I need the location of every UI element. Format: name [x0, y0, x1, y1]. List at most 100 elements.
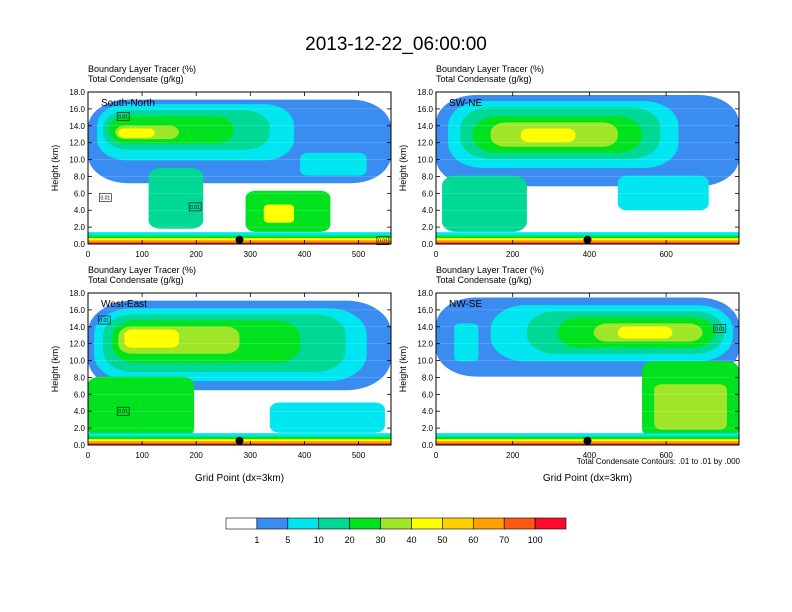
- contour-label-box: [116, 112, 130, 121]
- contour-label-box: [97, 315, 111, 325]
- field-band: [124, 329, 179, 348]
- y-tick-label: 18.0: [417, 289, 433, 298]
- field-band: [148, 168, 204, 229]
- y-tick-label: 4.0: [422, 206, 434, 215]
- y-tick-label: 2.0: [74, 223, 86, 232]
- colorbar-label: 1: [254, 535, 259, 545]
- y-tick-label: 10.0: [417, 156, 433, 165]
- field-band: [263, 204, 295, 223]
- panels: 0.0 2.0 4.0 6.0 8.0 10.0 12.0 14.0 16.0 18.0 0 100 2…: [50, 64, 740, 484]
- contour-label-box: [116, 406, 130, 416]
- contour-label-box: [713, 324, 727, 333]
- x-tick-label: 600: [659, 451, 673, 460]
- contour-label: 0.01: [715, 326, 725, 332]
- x-axis-label: Grid Point (dx=3km): [195, 473, 284, 484]
- panel-subtitle: Boundary Layer Tracer (%): [436, 64, 544, 74]
- x-tick-label: 100: [135, 451, 149, 460]
- y-tick-label: 10.0: [69, 357, 85, 366]
- contour-label: 0.01: [100, 196, 110, 202]
- y-tick-label: 14.0: [417, 323, 433, 332]
- colorbar-segment: [472, 517, 505, 530]
- x-tick-label: 500: [352, 250, 366, 259]
- panel-label: West-East: [101, 299, 147, 310]
- y-tick-label: 0.0: [422, 240, 434, 249]
- colorbar: 1 5 10 20 30 40 50 60 70 100: [225, 517, 567, 545]
- colorbar-label: 40: [406, 535, 416, 545]
- y-tick-label: 16.0: [417, 306, 433, 315]
- y-tick-label: 18.0: [69, 289, 85, 298]
- field-band: [88, 376, 195, 438]
- contour-label-box: [376, 236, 390, 245]
- y-tick-label: 8.0: [74, 172, 86, 181]
- y-axis-label: Height (km): [50, 145, 60, 192]
- y-tick-label: 14.0: [417, 122, 433, 131]
- colorbar-segment: [442, 517, 474, 530]
- station-marker: [235, 436, 244, 445]
- colorbar-label: 5: [285, 535, 290, 545]
- y-tick-label: 8.0: [74, 373, 86, 382]
- x-tick-label: 200: [190, 250, 204, 259]
- y-axis-label: Height (km): [398, 346, 408, 393]
- colorbar-label: 100: [528, 535, 543, 545]
- y-tick-label: 16.0: [69, 306, 85, 315]
- y-tick-label: 12.0: [69, 340, 85, 349]
- x-tick-label: 200: [190, 451, 204, 460]
- x-tick-label: 0: [86, 250, 91, 259]
- x-tick-label: 200: [506, 451, 520, 460]
- field-band: [269, 402, 385, 433]
- panel-subtitle: Boundary Layer Tracer (%): [436, 265, 544, 275]
- panel-subtitle: Boundary Layer Tracer (%): [88, 64, 196, 74]
- panel-subtitle: Total Condensate (g/kg): [88, 74, 184, 84]
- axes-frame: [87, 91, 392, 245]
- y-tick-label: 10.0: [417, 357, 433, 366]
- colorbar-label: 70: [499, 535, 509, 545]
- figure-title: 2013-12-22_06:00:00: [305, 34, 487, 55]
- field-band: [617, 175, 709, 211]
- y-tick-label: 0.0: [422, 441, 434, 450]
- field-band: [118, 128, 155, 138]
- contour-label: 0.01: [118, 114, 128, 120]
- y-tick-label: 16.0: [69, 105, 85, 114]
- y-tick-label: 12.0: [69, 139, 85, 148]
- colorbar-segment: [349, 517, 381, 530]
- colorbar-segment: [411, 517, 443, 530]
- x-axis-label: Grid Point (dx=3km): [543, 473, 632, 484]
- colorbar-segment: [287, 517, 320, 530]
- y-tick-label: 4.0: [74, 407, 86, 416]
- y-tick-label: 0.0: [74, 240, 86, 249]
- x-tick-label: 400: [298, 451, 312, 460]
- x-tick-label: 100: [135, 250, 149, 259]
- panel-sw-ne: 0.0 2.0 4.0 6.0 8.0 10.0 12.0 14.0 16.0 18.0 0 200 4…: [398, 64, 740, 259]
- x-tick-label: 400: [583, 451, 597, 460]
- colorbar-segment: [503, 517, 536, 530]
- x-tick-label: 300: [244, 451, 258, 460]
- y-tick-label: 14.0: [69, 122, 85, 131]
- y-tick-label: 2.0: [422, 223, 434, 232]
- axes-frame: [435, 91, 740, 245]
- y-tick-label: 4.0: [74, 206, 86, 215]
- x-tick-label: 0: [434, 451, 439, 460]
- colorbar-segment: [225, 517, 258, 530]
- axes-frame: [435, 292, 740, 446]
- contour-label-box: [188, 202, 202, 212]
- y-tick-label: 18.0: [69, 88, 85, 97]
- x-tick-label: 400: [298, 250, 312, 259]
- x-tick-label: 500: [352, 451, 366, 460]
- axes-frame: [87, 292, 392, 446]
- field-band: [520, 128, 576, 143]
- station-marker: [235, 235, 244, 244]
- y-tick-label: 8.0: [422, 373, 434, 382]
- x-tick-label: 400: [583, 250, 597, 259]
- y-tick-label: 14.0: [69, 323, 85, 332]
- y-tick-label: 4.0: [422, 407, 434, 416]
- y-tick-label: 8.0: [422, 172, 434, 181]
- y-tick-label: 12.0: [417, 340, 433, 349]
- panel-south-north: 0.0 2.0 4.0 6.0 8.0 10.0 12.0 14.0 16.0 18.0 0 100 2…: [50, 64, 392, 259]
- panel-subtitle: Total Condensate (g/kg): [436, 74, 532, 84]
- panel-label: SW-NE: [449, 98, 482, 109]
- colorbar-label: 20: [345, 535, 355, 545]
- contour-footnote: Total Condensate Contours: .01 to .01 by…: [577, 457, 741, 466]
- panel-nw-se: 0.0 2.0 4.0 6.0 8.0 10.0 12.0 14.0 16.0 18.0 0 200 4…: [398, 265, 740, 484]
- colorbar-label: 30: [376, 535, 386, 545]
- contour-label: 0.01: [190, 205, 200, 211]
